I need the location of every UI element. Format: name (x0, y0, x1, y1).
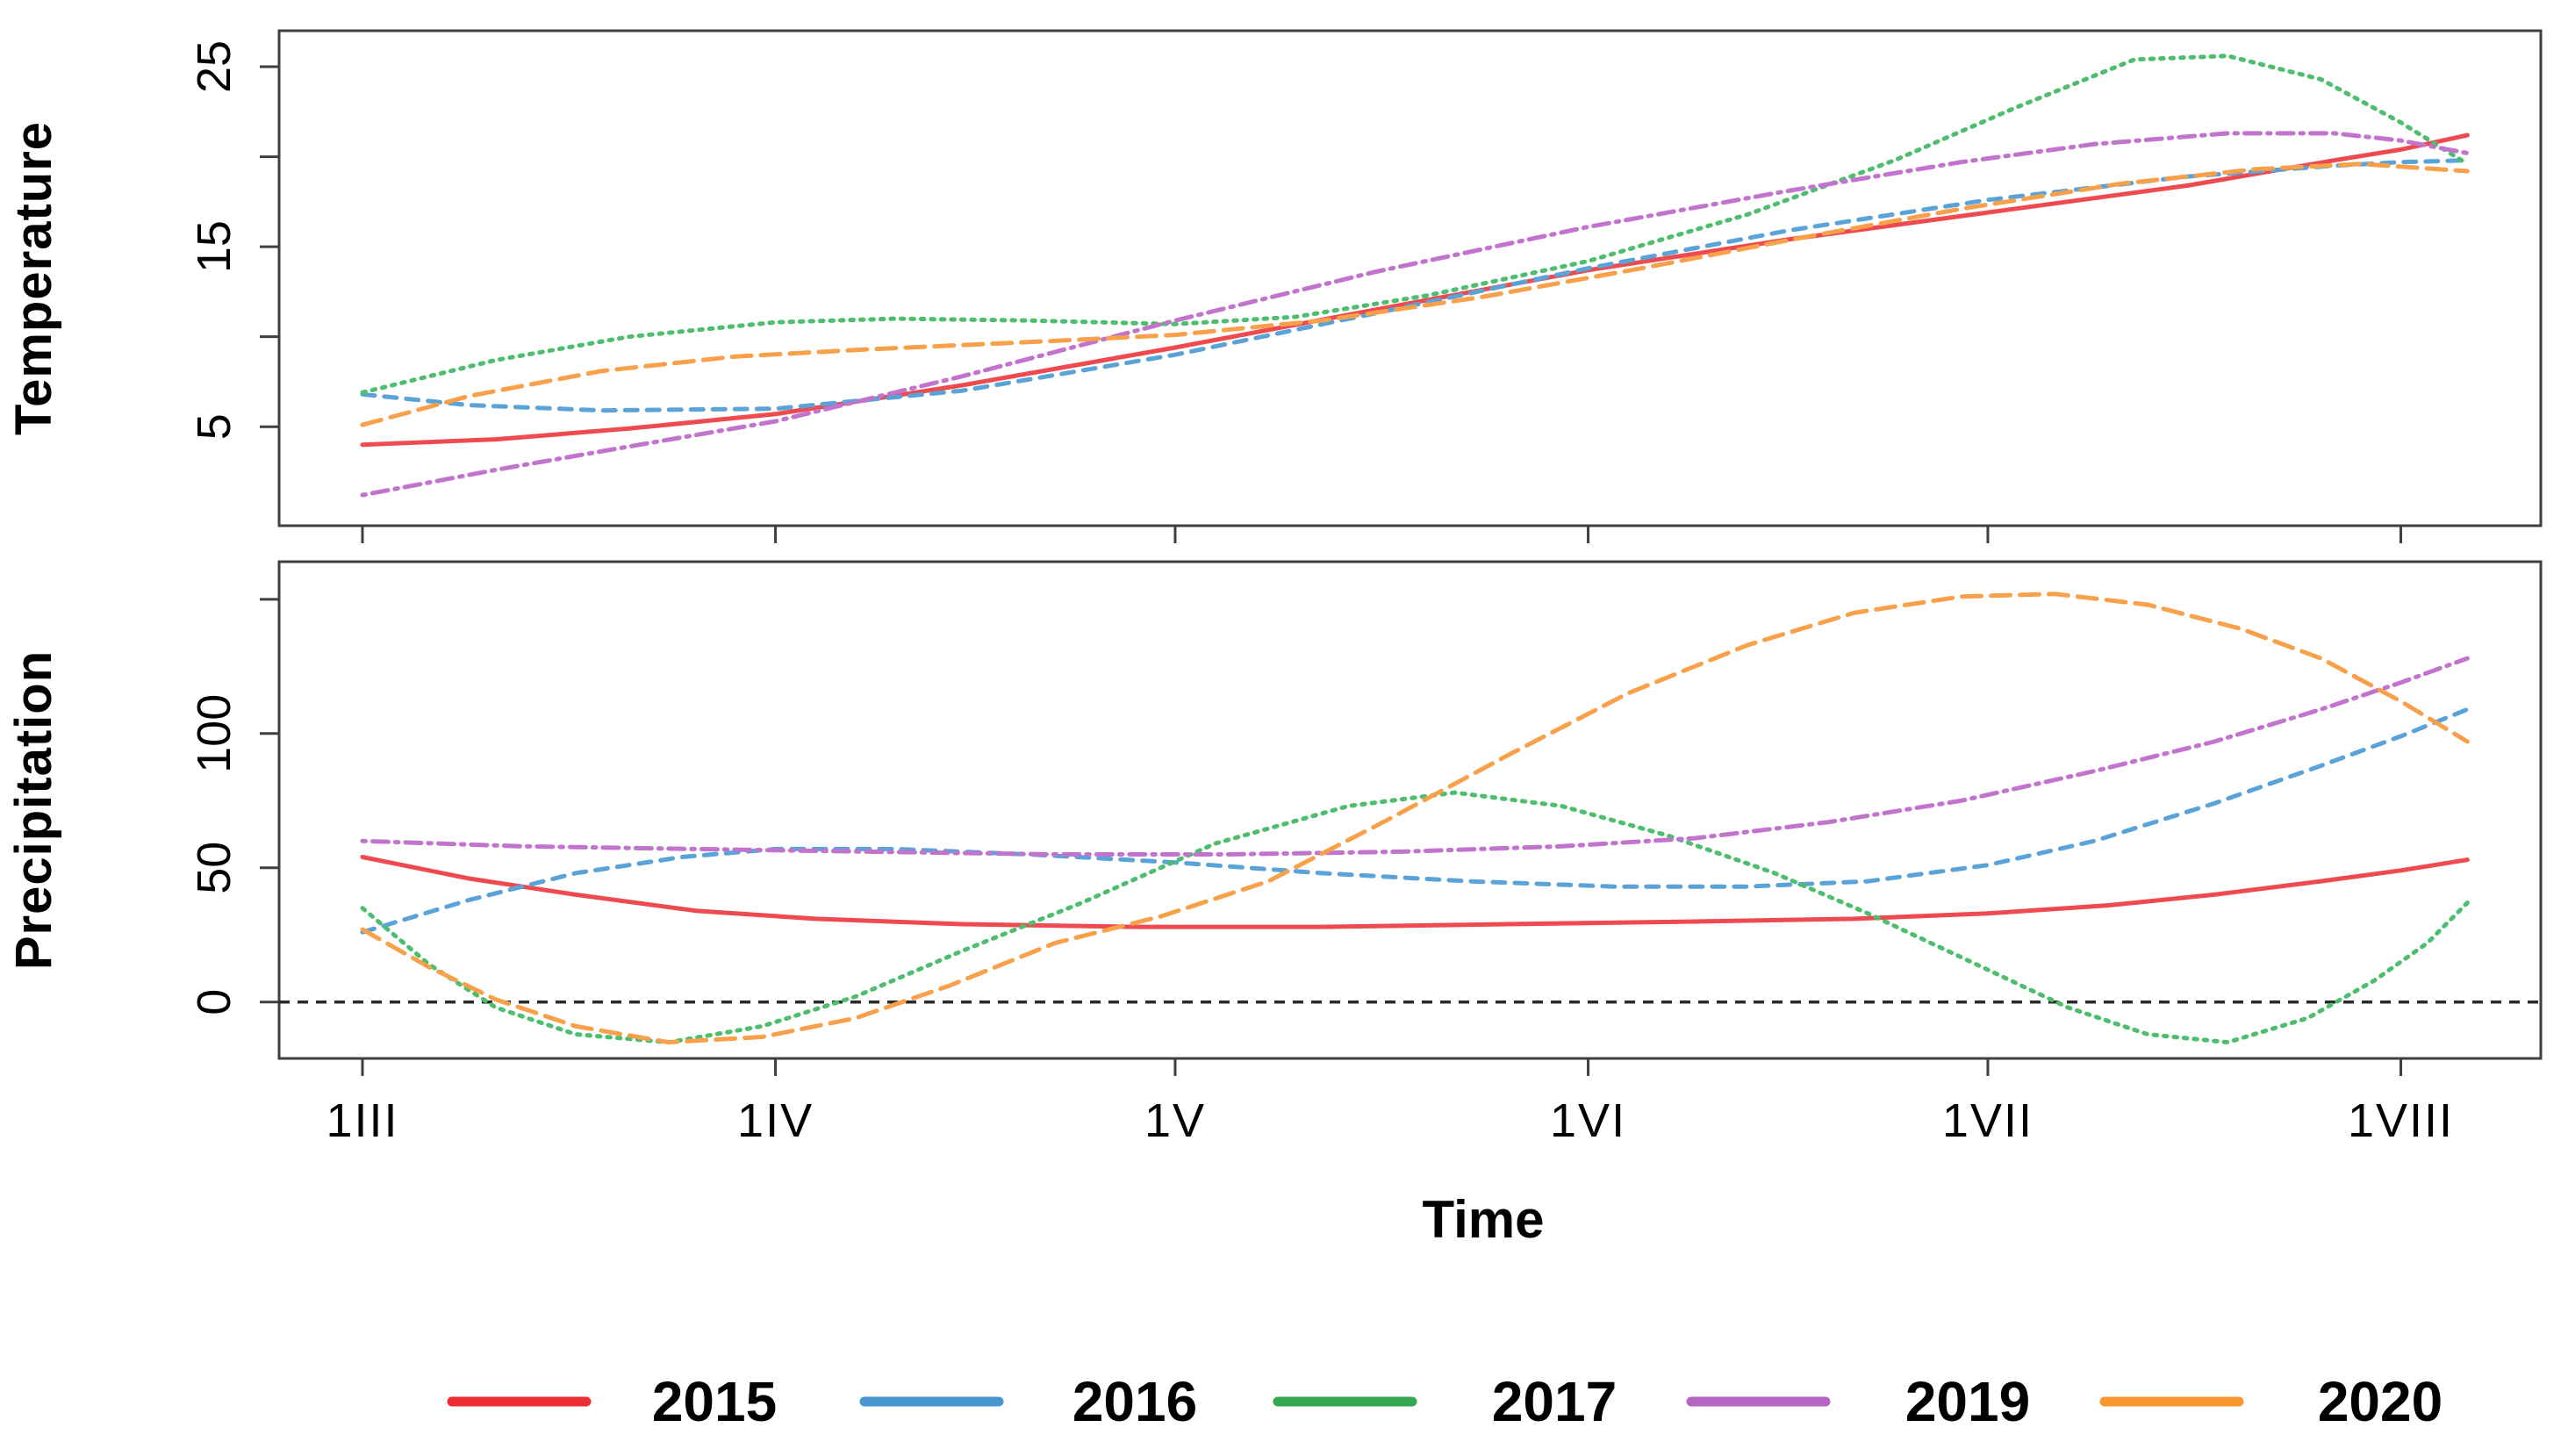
temperature-panel: 5 15 25 (188, 29, 2543, 543)
x-tick-label: 1VI (1550, 1094, 1626, 1147)
series-line-2016-temperature (360, 158, 2470, 413)
x-tick-label: 1IV (737, 1094, 814, 1147)
y-tick-label: 50 (188, 842, 240, 894)
series-line-2019-temperature (360, 131, 2470, 498)
x-tick-label: 1VIII (2348, 1094, 2454, 1147)
x-tick-label: 1III (326, 1094, 398, 1147)
series-line-2016-precipitation (360, 706, 2470, 935)
precipitation-axis-title: Precipitation (5, 650, 62, 970)
chart-generated-content: 5 15 25 0 50 100 1III 1IV 1V 1VI 1VII 1VIII 2015 2016… (188, 29, 2543, 1433)
legend: 2015 2016 2017 2019 2020 (447, 1370, 2442, 1433)
precipitation-panel: 0 50 100 (188, 560, 2543, 1076)
series-line-2017-precipitation (360, 790, 2470, 1045)
y-tick-label: 5 (188, 413, 240, 440)
x-tick-label: 1VII (1942, 1094, 2034, 1147)
legend-label-2015: 2015 (652, 1370, 777, 1433)
y-tick-label: 0 (188, 989, 240, 1015)
legend-item-2017: 2017 (1273, 1370, 1617, 1433)
x-tick-label: 1V (1144, 1094, 1206, 1147)
y-tick-label: 25 (188, 40, 240, 93)
legend-label-2016: 2016 (1072, 1370, 1197, 1433)
legend-label-2020: 2020 (2318, 1370, 2442, 1433)
series-line-2019-precipitation (360, 656, 2470, 857)
legend-label-2019: 2019 (1905, 1370, 2030, 1433)
series-line-2020-temperature (360, 161, 2470, 427)
legend-label-2017: 2017 (1492, 1370, 1617, 1433)
series-line-2017-temperature (360, 54, 2470, 395)
y-tick-label: 100 (188, 694, 240, 773)
temperature-panel-border (277, 29, 2543, 527)
series-line-2020-precipitation (360, 592, 2470, 1045)
y-tick-label: 15 (188, 220, 240, 273)
legend-item-2019: 2019 (1686, 1370, 2030, 1433)
temperature-axis-title: Temperature (5, 121, 62, 435)
legend-item-2020: 2020 (2099, 1370, 2442, 1433)
series-line-2015-precipitation (360, 855, 2470, 929)
time-axis-title: Time (1423, 1190, 1545, 1249)
legend-item-2015: 2015 (447, 1370, 777, 1433)
legend-item-2016: 2016 (859, 1370, 1197, 1433)
precipitation-panel-border (277, 560, 2543, 1060)
